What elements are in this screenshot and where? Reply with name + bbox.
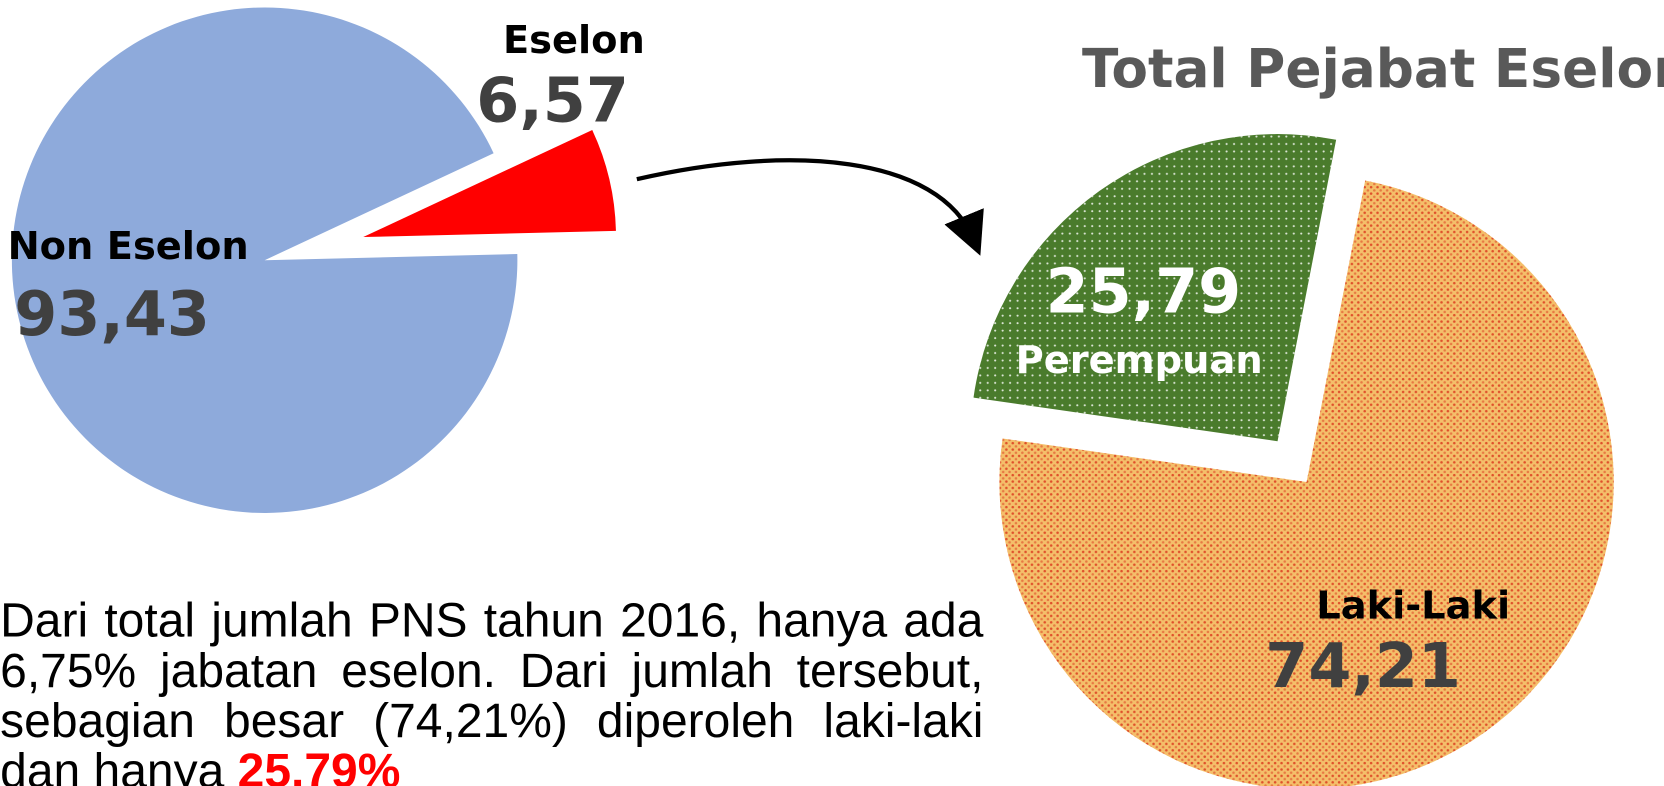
slice-texture bbox=[999, 180, 1614, 786]
paragraph: Dari total jumlah PNS tahun 2016, hanya … bbox=[0, 595, 983, 786]
slice-category: Non Eselon bbox=[8, 224, 249, 269]
paragraph-box: Dari total jumlah PNS tahun 2016, hanya … bbox=[0, 595, 983, 786]
slice-value: 93,43 bbox=[14, 278, 210, 350]
slice-category: Laki-Laki bbox=[1316, 583, 1510, 628]
slice-value: 25,79 bbox=[1046, 255, 1242, 327]
pie-slice bbox=[11, 7, 518, 513]
slice-value: 6,57 bbox=[476, 65, 629, 137]
arrow bbox=[636, 158, 984, 256]
slice-category: Perempuan bbox=[1016, 338, 1263, 383]
slice-value: 74,21 bbox=[1265, 630, 1461, 702]
slice-category: Eselon bbox=[503, 18, 645, 63]
chart-title: Total Pejabat Eselon bbox=[1082, 38, 1664, 100]
slice-texture bbox=[973, 134, 1337, 442]
pie-slice bbox=[363, 130, 616, 238]
paragraph-text: Dari total jumlah PNS tahun 2016, hanya … bbox=[0, 595, 984, 786]
paragraph-highlight: 25.79% bbox=[237, 743, 401, 786]
